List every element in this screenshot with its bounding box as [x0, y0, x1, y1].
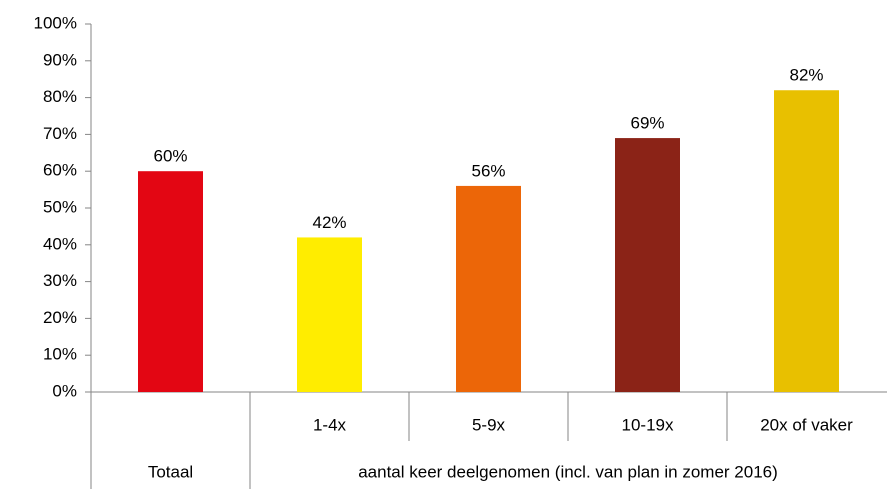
group-label: aantal keer deelgenomen (incl. van plan … — [358, 462, 778, 481]
group-label: Totaal — [148, 462, 193, 481]
value-label: 42% — [312, 213, 346, 232]
x-tick-label: 5-9x — [472, 415, 506, 434]
x-tick-label: 20x of vaker — [760, 415, 853, 434]
y-tick-label: 80% — [43, 87, 77, 106]
y-tick-label: 60% — [43, 161, 77, 180]
y-tick-label: 100% — [34, 13, 77, 32]
value-label: 69% — [630, 114, 664, 133]
bar — [615, 138, 680, 392]
y-tick-label: 50% — [43, 197, 77, 216]
value-label: 60% — [153, 147, 187, 166]
y-tick-label: 10% — [43, 345, 77, 364]
x-tick-label: 1-4x — [313, 415, 347, 434]
y-tick-label: 70% — [43, 124, 77, 143]
y-tick-label: 30% — [43, 271, 77, 290]
bar — [138, 171, 203, 392]
y-tick-label: 90% — [43, 50, 77, 69]
y-tick-label: 20% — [43, 308, 77, 327]
bar — [456, 185, 521, 392]
bar — [774, 90, 839, 393]
y-tick-label: 0% — [52, 381, 77, 400]
x-tick-label: 10-19x — [622, 415, 674, 434]
y-tick-label: 40% — [43, 234, 77, 253]
bar — [297, 237, 362, 392]
value-label: 82% — [789, 66, 823, 85]
value-label: 56% — [471, 161, 505, 180]
